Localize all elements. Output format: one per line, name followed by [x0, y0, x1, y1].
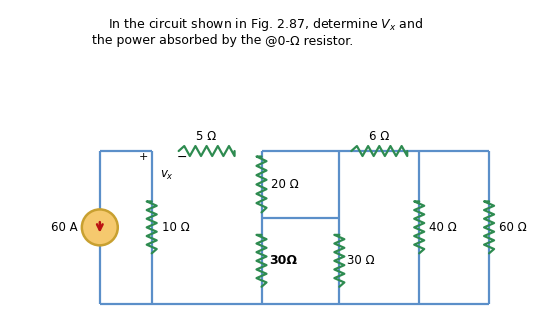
Text: 40 Ω: 40 Ω — [429, 221, 457, 234]
Circle shape — [82, 209, 118, 245]
Text: 60 A: 60 A — [51, 221, 78, 234]
Text: $v_x$: $v_x$ — [160, 169, 174, 182]
Text: 60 Ω: 60 Ω — [499, 221, 527, 234]
Text: 5 Ω: 5 Ω — [197, 130, 217, 143]
Text: 20 Ω: 20 Ω — [271, 178, 299, 191]
Text: In the circuit shown in Fig. 2.87, determine $V_x$ and: In the circuit shown in Fig. 2.87, deter… — [108, 16, 423, 33]
Text: the power absorbed by the: the power absorbed by the — [92, 34, 265, 47]
Text: +: + — [139, 152, 148, 162]
Text: 30Ω: 30Ω — [270, 254, 297, 267]
Text: 6 Ω: 6 Ω — [369, 130, 390, 143]
Text: @0-Ω resistor.: @0-Ω resistor. — [265, 34, 354, 47]
Text: −: − — [176, 151, 187, 164]
Text: 30 Ω: 30 Ω — [348, 254, 375, 267]
Text: 10 Ω: 10 Ω — [161, 221, 189, 234]
